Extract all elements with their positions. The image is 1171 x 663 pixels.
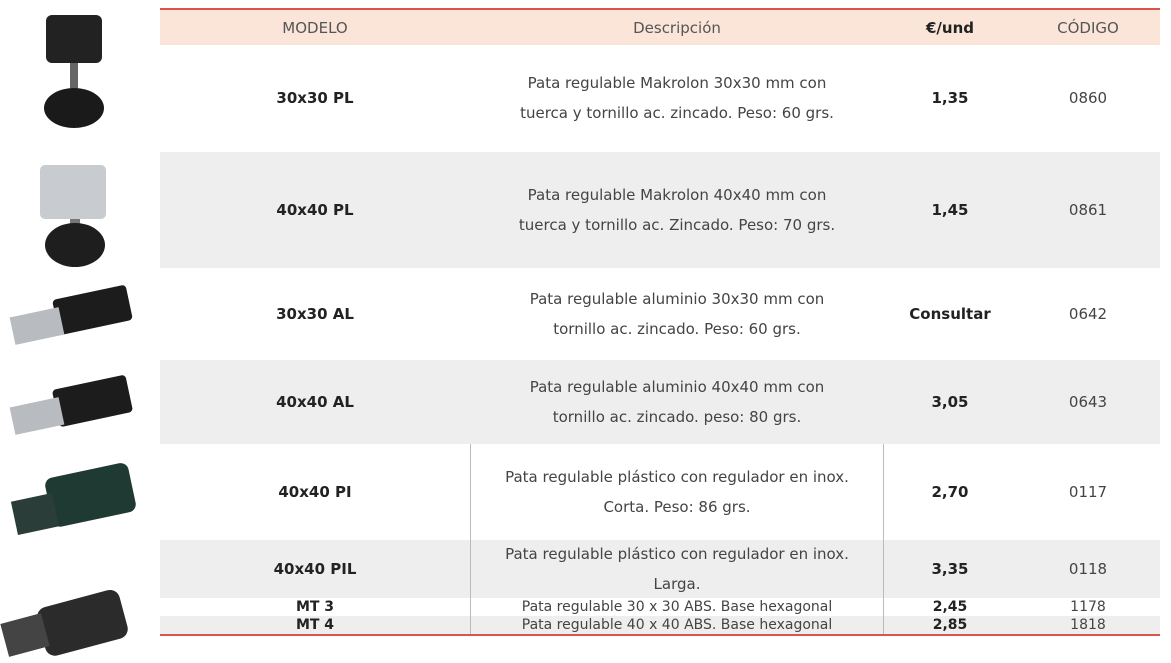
table-row: 30x30 PL Pata regulable Makrolon 30x30 mm… <box>160 43 1160 152</box>
price: 3,05 <box>931 393 969 411</box>
image-mt <box>0 589 128 657</box>
price: 3,35 <box>931 560 969 578</box>
bottom-rule <box>160 634 1160 636</box>
description: Pata regulable 40 x 40 ABS. Base hexagon… <box>470 616 884 634</box>
code: 0118 <box>1068 560 1108 578</box>
model: MT 4 <box>295 616 335 633</box>
table-row: 30x30 AL Pata regulable aluminio 30x30 mm… <box>160 268 1160 360</box>
table-row: MT 4 Pata regulable 40 x 40 ABS. Base hex… <box>160 616 1160 634</box>
table-row: 40x40 PIL Pata regulable plástico con reg… <box>160 540 1160 598</box>
table-row: 40x40 PI Pata regulable plástico con regu… <box>160 444 1160 540</box>
description: Pata regulable Makrolon 30x30 mm con tuer… <box>470 43 884 152</box>
product-images <box>0 15 136 657</box>
model: 40x40 PL <box>276 201 354 219</box>
description: Pata regulable plástico con regulador en… <box>470 540 884 598</box>
code: 1178 <box>1070 598 1106 615</box>
description: Pata regulable aluminio 40x40 mm con torn… <box>470 360 884 444</box>
code: 0860 <box>1068 88 1108 107</box>
description-line: Pata regulable 40 x 40 ABS. Base hexagon… <box>521 616 833 633</box>
description-line: Pata regulable plástico con regulador en… <box>505 545 849 563</box>
header-cell: MODELO <box>282 18 348 37</box>
description-line: Pata regulable Makrolon 30x30 mm con <box>527 73 827 92</box>
header-row: MODELO Descripción €/und CÓDIGO <box>160 8 1160 45</box>
header-cell: CÓDIGO <box>1057 18 1119 37</box>
model: 40x40 PIL <box>273 560 357 578</box>
model: 40x40 PI <box>278 483 352 501</box>
image-40x40-al <box>9 375 133 435</box>
image-40x40-pi <box>10 463 136 535</box>
description-line: Larga. <box>653 575 701 593</box>
price: 2,45 <box>932 598 968 615</box>
code: 0642 <box>1068 305 1108 323</box>
image-30x30-pl <box>44 15 104 128</box>
description-line: Pata regulable plástico con regulador en… <box>505 468 849 486</box>
description-line: Pata regulable Makrolon 40x40 mm con <box>527 186 827 204</box>
model: 40x40 AL <box>276 393 354 411</box>
price: 1,35 <box>931 88 969 107</box>
description-line: tornillo ac. zincado. peso: 80 grs. <box>552 408 802 426</box>
model: MT 3 <box>295 598 335 615</box>
description-line: Pata regulable aluminio 30x30 mm con <box>529 290 825 308</box>
model: 30x30 PL <box>276 88 354 107</box>
description: Pata regulable aluminio 30x30 mm con torn… <box>470 268 884 360</box>
table-row: 40x40 PL Pata regulable Makrolon 40x40 mm… <box>160 152 1160 268</box>
code: 1818 <box>1070 616 1106 633</box>
model: 30x30 AL <box>276 305 354 323</box>
header-cell: Descripción <box>633 18 721 37</box>
price: 1,45 <box>931 201 969 219</box>
description-line: tuerca y tornillo ac. zincado. Peso: 60 … <box>520 103 834 122</box>
table-row: 40x40 AL Pata regulable aluminio 40x40 mm… <box>160 360 1160 444</box>
description: Pata regulable 30 x 30 ABS. Base hexagon… <box>470 598 884 616</box>
code: 0117 <box>1068 483 1108 501</box>
code: 0861 <box>1068 201 1108 219</box>
description-line: Pata regulable aluminio 40x40 mm con <box>529 378 825 396</box>
table-row: MT 3 Pata regulable 30 x 30 ABS. Base hex… <box>160 598 1160 616</box>
price: 2,85 <box>932 616 968 633</box>
code: 0643 <box>1068 393 1108 411</box>
description-line: tornillo ac. zincado. Peso: 60 grs. <box>553 320 801 338</box>
price: 2,70 <box>931 483 969 501</box>
image-30x30-al <box>9 285 133 345</box>
description-line: Corta. Peso: 86 grs. <box>603 498 751 516</box>
image-40x40-pl <box>40 165 106 267</box>
description: Pata regulable Makrolon 40x40 mm con tuer… <box>470 152 884 268</box>
description-line: Pata regulable 30 x 30 ABS. Base hexagon… <box>521 598 833 615</box>
description: Pata regulable plástico con regulador en… <box>470 444 884 540</box>
price: Consultar <box>909 305 991 323</box>
description-line: tuerca y tornillo ac. Zincado. Peso: 70 … <box>518 216 836 234</box>
header-cell: €/und <box>925 18 974 37</box>
